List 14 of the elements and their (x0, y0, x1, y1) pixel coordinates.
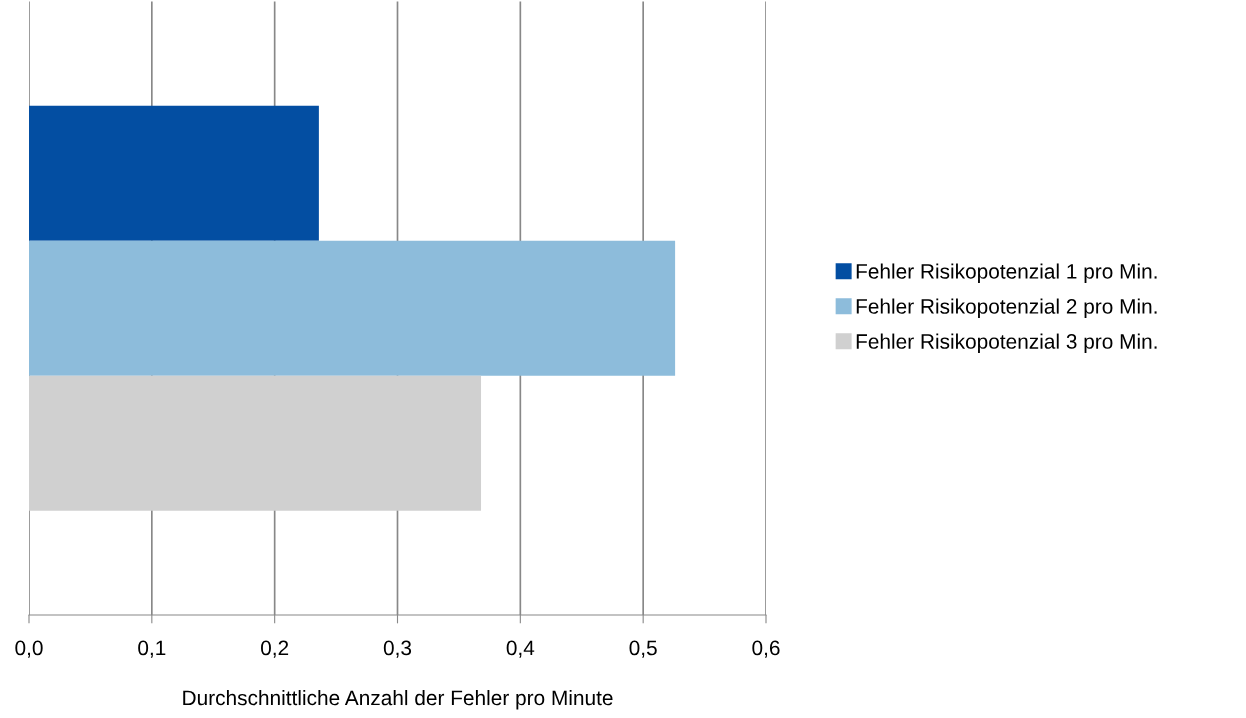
x-tick-label: 0,0 (15, 640, 43, 658)
bar (29, 240, 676, 376)
x-tick-label: 0,6 (752, 640, 780, 658)
x-tick-label: 0,4 (506, 640, 535, 658)
x-tick-label: 0,2 (261, 640, 289, 658)
legend-label: Fehler Risikopotenzial 3 pro Min. (856, 333, 1157, 353)
x-tick-label: 0,1 (138, 640, 166, 658)
bar (29, 375, 482, 511)
bar (29, 105, 319, 241)
x-tick-label: 0,5 (629, 640, 657, 658)
x-axis-title: Durchschnittliche Anzahl der Fehler pro Minute (183, 689, 613, 710)
legend-label: Fehler Risikopotenzial 1 pro Min. (856, 263, 1157, 283)
x-tick-label: 0,3 (383, 640, 412, 658)
legend-label: Fehler Risikopotenzial 2 pro Min. (856, 298, 1157, 318)
